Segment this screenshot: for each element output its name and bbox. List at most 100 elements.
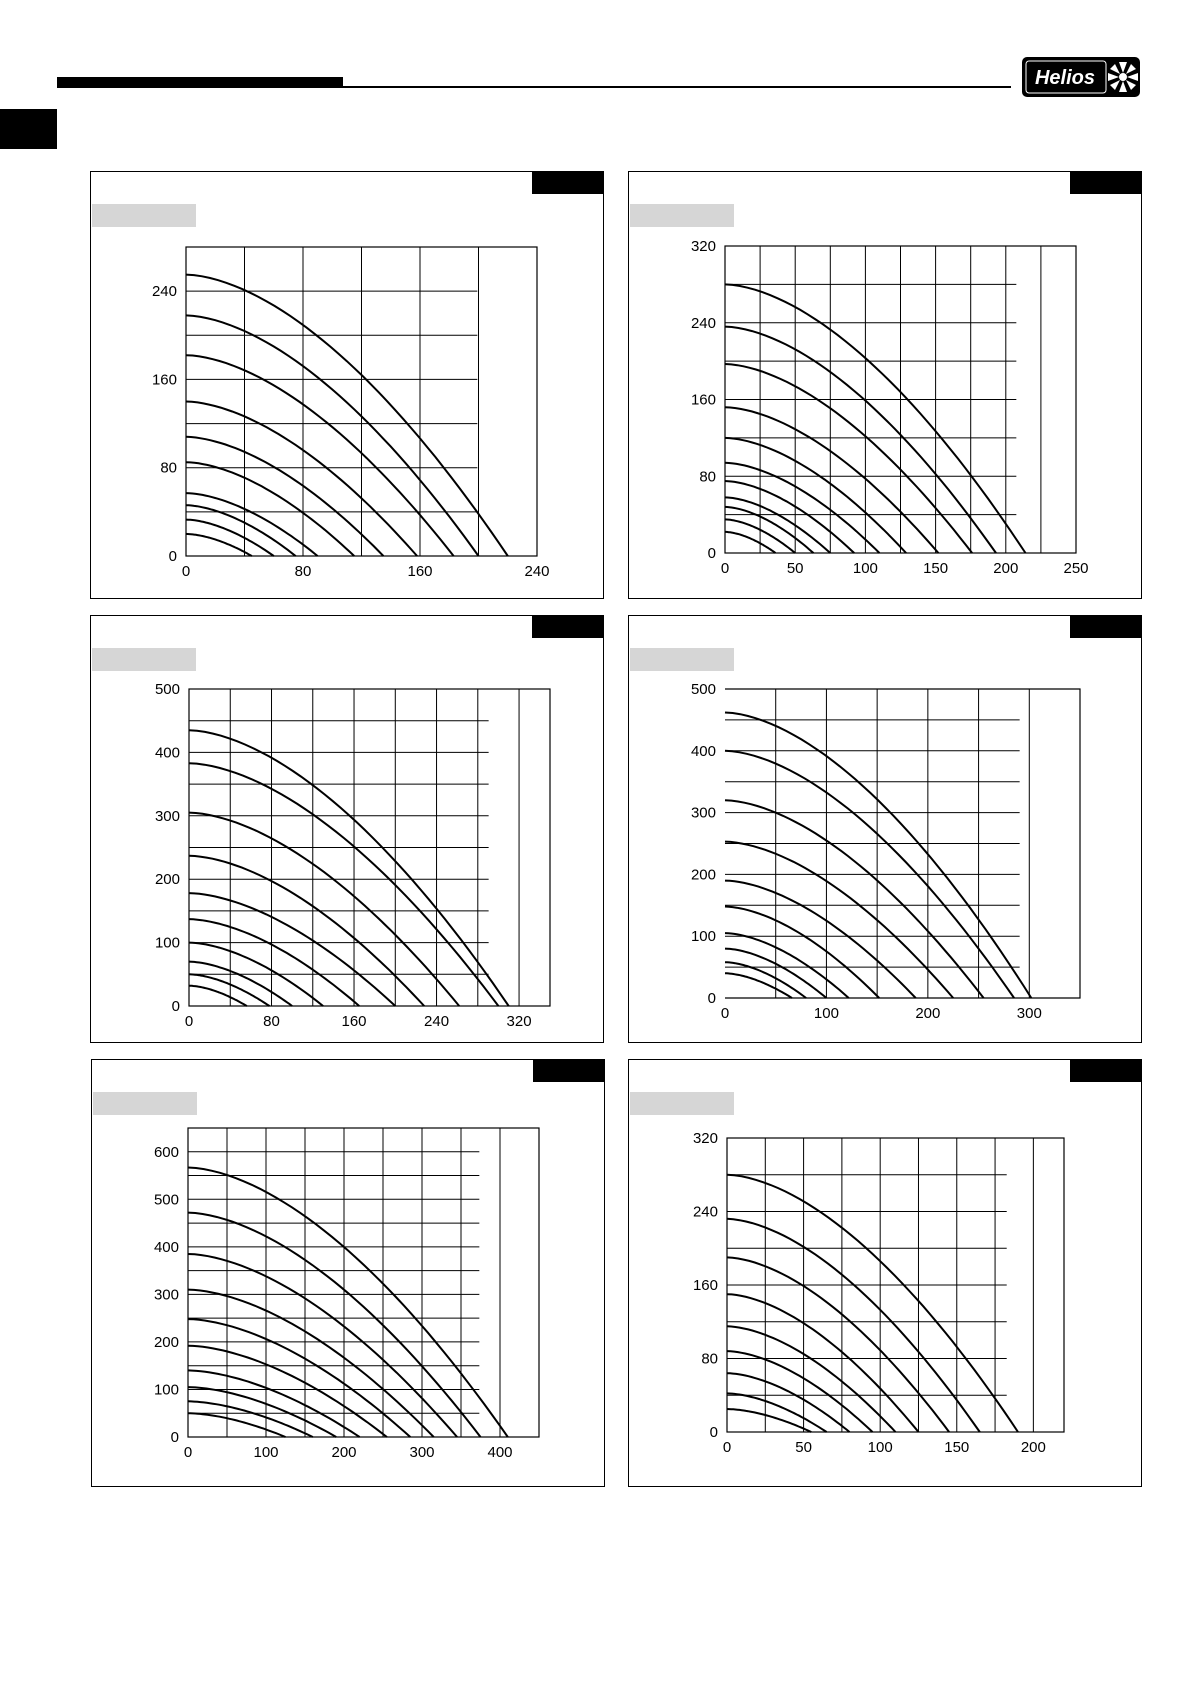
series-line [185,492,319,557]
x-tick-label: 150 [923,560,948,577]
y-tick-label: 0 [172,998,180,1015]
x-tick-label: 100 [253,1444,278,1461]
series-line [188,973,271,1007]
y-tick-label: 400 [691,743,716,760]
y-tick-label: 240 [152,283,177,300]
series-line [725,530,777,554]
x-tick-label: 50 [787,560,804,577]
panel-label-box [630,648,734,671]
series-line [187,1412,286,1438]
x-tick-label: 240 [524,563,549,580]
header-rule-thin [343,86,1011,88]
series-line [726,1217,981,1433]
panel-corner-tab [533,1060,604,1082]
series-line [188,854,425,1007]
series-line [724,406,940,554]
x-tick-label: 80 [263,1013,280,1030]
y-tick-label: 160 [693,1277,718,1294]
y-tick-label: 200 [691,866,716,883]
chart-5: 0 100 200 300 400 0 100 200 300 400 500 600 [154,1127,540,1461]
x-tick-label: 150 [944,1439,969,1456]
panel-corner-tab [1070,616,1141,638]
y-tick-label: 100 [691,928,716,945]
series-line [724,840,954,999]
series-line [187,1288,435,1438]
series-line [724,947,828,999]
series-line [726,1350,874,1433]
plot-frame [724,688,1081,999]
series-line [187,1211,482,1438]
x-tick-label: 300 [1017,1005,1042,1022]
series-line [185,314,480,557]
x-tick-label: 100 [868,1439,893,1456]
x-tick-label: 0 [723,1439,731,1456]
series-line [724,461,881,554]
y-tick-label: 200 [154,1334,179,1351]
series-line [724,363,973,554]
helios-logo: Helios [1022,57,1140,97]
x-tick-label: 0 [184,1444,192,1461]
chart-panel-2: 0 50 100 150 200 250 0 80 160 240 320 [628,171,1142,599]
panel-corner-tab [532,616,603,638]
series-line [724,749,1015,999]
chart-1: 0 80 160 240 0 80 160 240 [152,246,550,580]
series-line [185,354,455,557]
series-line [724,905,880,999]
chart-2: 0 50 100 150 200 250 0 80 160 240 320 [691,238,1089,577]
y-tick-label: 300 [154,1286,179,1303]
series-line [187,1344,388,1438]
series-line [188,918,360,1007]
series-line [726,1173,1019,1433]
svg-text:Helios: Helios [1035,67,1095,89]
series-line [185,461,355,557]
series-line [188,892,396,1007]
y-tick-label: 0 [171,1429,179,1446]
y-tick-label: 600 [154,1144,179,1161]
series-line [726,1293,920,1433]
series-line [185,400,418,557]
y-tick-label: 160 [152,371,177,388]
x-tick-label: 100 [853,560,878,577]
x-tick-label: 0 [185,1013,193,1030]
y-tick-label: 320 [691,238,716,255]
series-line [188,984,248,1007]
y-tick-label: 0 [710,1424,718,1441]
chart-panel-3: 0 80 160 240 320 0 100 200 300 400 500 [90,615,604,1043]
series-line [188,729,510,1007]
panel-label-box [630,204,734,227]
series-line [188,960,293,1007]
series-line [726,1372,851,1433]
y-tick-label: 0 [708,545,716,562]
y-tick-label: 400 [154,1239,179,1256]
series-line [724,496,831,554]
x-tick-label: 80 [295,563,312,580]
series-line [188,941,324,1007]
x-tick-label: 160 [342,1013,367,1030]
series-line [726,1392,828,1433]
series-line [185,273,509,557]
series-line [726,1408,812,1433]
panel-label-box [93,1092,197,1115]
series-line [726,1325,897,1433]
header-rule-thick [57,77,343,88]
x-tick-label: 100 [814,1005,839,1022]
series-line [724,325,997,554]
x-tick-label: 50 [795,1439,812,1456]
series-line [187,1369,361,1438]
x-tick-label: 300 [409,1444,434,1461]
x-tick-label: 0 [721,560,729,577]
series-line [724,436,907,554]
y-tick-label: 80 [701,1351,718,1368]
chart-3: 0 80 160 240 320 0 100 200 300 400 500 [155,681,551,1030]
x-tick-label: 160 [407,563,432,580]
series-line [724,932,850,999]
series-line [724,799,985,999]
y-tick-label: 200 [155,871,180,888]
panel-label-box [630,1092,734,1115]
series-line [185,504,297,557]
series-line [724,505,815,554]
panel-label-box [92,648,196,671]
series-line [724,480,855,554]
series-line [185,435,385,557]
y-tick-label: 0 [708,990,716,1007]
